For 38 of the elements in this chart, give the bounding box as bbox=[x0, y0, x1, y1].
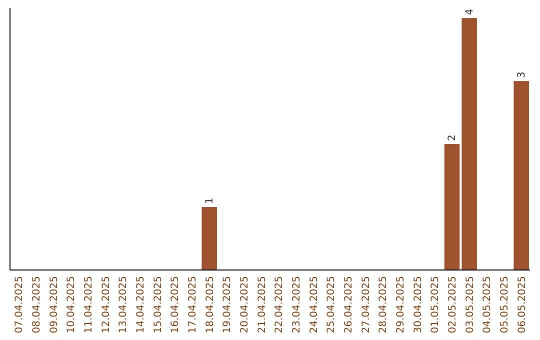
x-tick-label: 03.05.2025 bbox=[464, 276, 476, 334]
x-tick-label: 17.04.2025 bbox=[188, 276, 198, 334]
x-tick-label: 08.04.2025 bbox=[32, 276, 42, 334]
x-tick-label: 09.04.2025 bbox=[48, 276, 60, 334]
x-tick-label: 15.04.2025 bbox=[152, 276, 164, 334]
bar bbox=[444, 144, 460, 270]
x-tick-label: 30.04.2025 bbox=[412, 276, 424, 334]
x-tick-label: 22.04.2025 bbox=[274, 276, 286, 334]
x-tick-label: 27.04.2025 bbox=[360, 276, 372, 334]
x-tick-label: 16.04.2025 bbox=[170, 276, 182, 334]
x-tick-label: 20.04.2025 bbox=[240, 276, 250, 334]
x-tick-label: 01.05.2025 bbox=[430, 276, 442, 334]
x-tick-label: 21.04.2025 bbox=[256, 276, 268, 334]
x-tick-label: 29.04.2025 bbox=[396, 276, 406, 334]
x-tick-label: 18.04.2025 bbox=[204, 276, 216, 334]
x-tick-label: 19.04.2025 bbox=[222, 276, 234, 334]
data-label: 1 bbox=[204, 198, 216, 204]
x-tick-label: 26.04.2025 bbox=[344, 276, 354, 334]
x-tick-label: 10.04.2025 bbox=[66, 276, 78, 334]
x-tick-label: 11.04.2025 bbox=[84, 276, 94, 334]
x-tick-label: 02.05.2025 bbox=[448, 276, 458, 334]
x-tick-label: 13.04.2025 bbox=[118, 276, 130, 334]
data-label: 2 bbox=[447, 134, 458, 142]
data-label: 4 bbox=[464, 8, 476, 16]
bar bbox=[514, 81, 529, 270]
x-tick-label: 06.05.2025 bbox=[516, 276, 528, 334]
x-tick-label: 12.04.2025 bbox=[100, 276, 112, 334]
x-tick-label: 23.04.2025 bbox=[292, 276, 302, 334]
bar bbox=[202, 207, 217, 270]
x-tick-label: 24.04.2025 bbox=[308, 276, 320, 334]
data-label: 3 bbox=[516, 72, 528, 78]
x-tick-label: 25.04.2025 bbox=[326, 276, 338, 334]
x-tick-label: 14.04.2025 bbox=[136, 276, 146, 334]
x-tick-label: 07.04.2025 bbox=[14, 276, 26, 334]
bar bbox=[462, 18, 477, 270]
x-tick-label: 05.05.2025 bbox=[500, 276, 510, 334]
x-tick-label: 28.04.2025 bbox=[378, 276, 390, 334]
x-tick-label: 04.05.2025 bbox=[482, 276, 494, 334]
